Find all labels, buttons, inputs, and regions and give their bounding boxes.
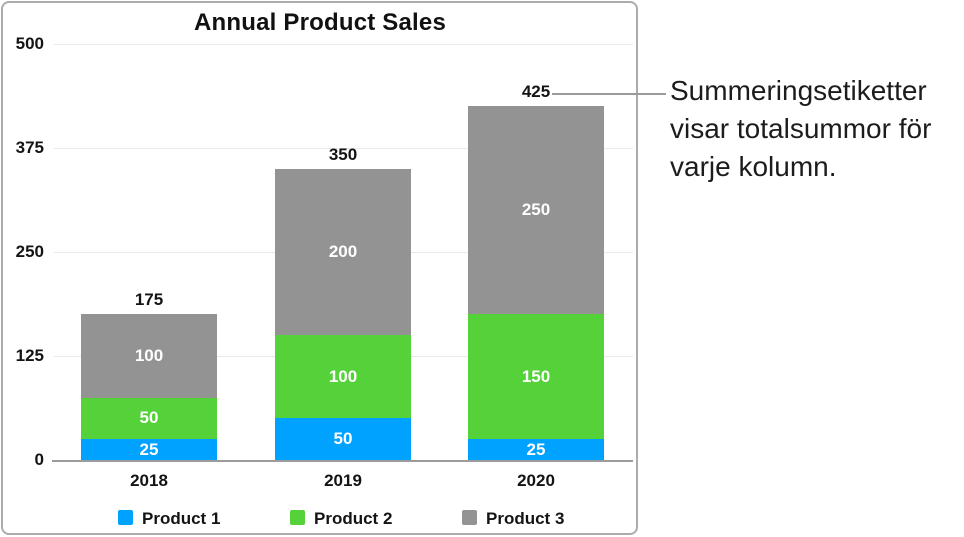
gridline — [54, 44, 633, 45]
x-axis-category-label: 2018 — [130, 471, 168, 490]
segment-value-label: 25 — [526, 439, 546, 459]
bar-segment-product-1-2018: 25 — [81, 439, 217, 460]
x-axis-line — [52, 460, 633, 462]
gridline — [54, 148, 633, 149]
x-axis-category-label: 2019 — [324, 471, 362, 490]
segment-value-label: 200 — [328, 241, 358, 261]
bar-total-label: 350 — [328, 145, 358, 164]
bar-segment-product-3-2019: 200 — [275, 168, 411, 336]
y-axis-tick-label: 375 — [15, 138, 44, 157]
legend-swatch — [462, 510, 477, 525]
bar-segment-product-1-2019: 50 — [275, 418, 411, 460]
segment-value-label: 50 — [139, 408, 159, 428]
legend-label: Product 1 — [142, 509, 221, 528]
bar-segment-product-3-2020: 250 — [468, 106, 604, 315]
bar-total-label: 425 — [521, 82, 551, 101]
x-axis-category-label: 2020 — [517, 471, 555, 490]
segment-value-label: 250 — [521, 200, 551, 220]
bar-segment-product-2-2018: 50 — [81, 397, 217, 440]
y-axis-tick-label: 125 — [15, 346, 44, 365]
y-axis-tick-label: 500 — [15, 34, 44, 53]
y-axis-tick-label: 250 — [15, 242, 44, 261]
segment-value-label: 100 — [328, 366, 358, 386]
legend-swatch — [290, 510, 305, 525]
bar-segment-product-1-2020: 25 — [468, 439, 604, 460]
legend-item: Product 2 — [290, 509, 410, 528]
legend-label: Product 3 — [486, 509, 565, 528]
callout-annotation-line: Summeringsetiketter — [670, 75, 927, 106]
legend-swatch — [118, 510, 133, 525]
legend-item: Product 1 — [118, 509, 238, 528]
bar-total-label: 175 — [134, 290, 164, 309]
callout-annotation: Summeringsetiketter visar totalsummor för… — [670, 72, 960, 186]
legend-item: Product 3 — [462, 509, 582, 528]
y-axis-tick-label: 0 — [34, 450, 44, 469]
callout-annotation-line: varje kolumn. — [670, 151, 837, 182]
callout-annotation-line: visar totalsummor för — [670, 113, 932, 144]
chart-title: Annual Product Sales — [193, 9, 447, 36]
segment-value-label: 150 — [521, 366, 551, 386]
bar-segment-product-3-2018: 100 — [81, 314, 217, 398]
segment-value-label: 100 — [134, 345, 164, 365]
segment-value-label: 50 — [333, 429, 353, 449]
segment-value-label: 25 — [139, 439, 159, 459]
legend-label: Product 2 — [314, 509, 393, 528]
callout-connector-line — [552, 93, 666, 95]
bar-segment-product-2-2020: 150 — [468, 314, 604, 440]
bar-segment-product-2-2019: 100 — [275, 335, 411, 419]
